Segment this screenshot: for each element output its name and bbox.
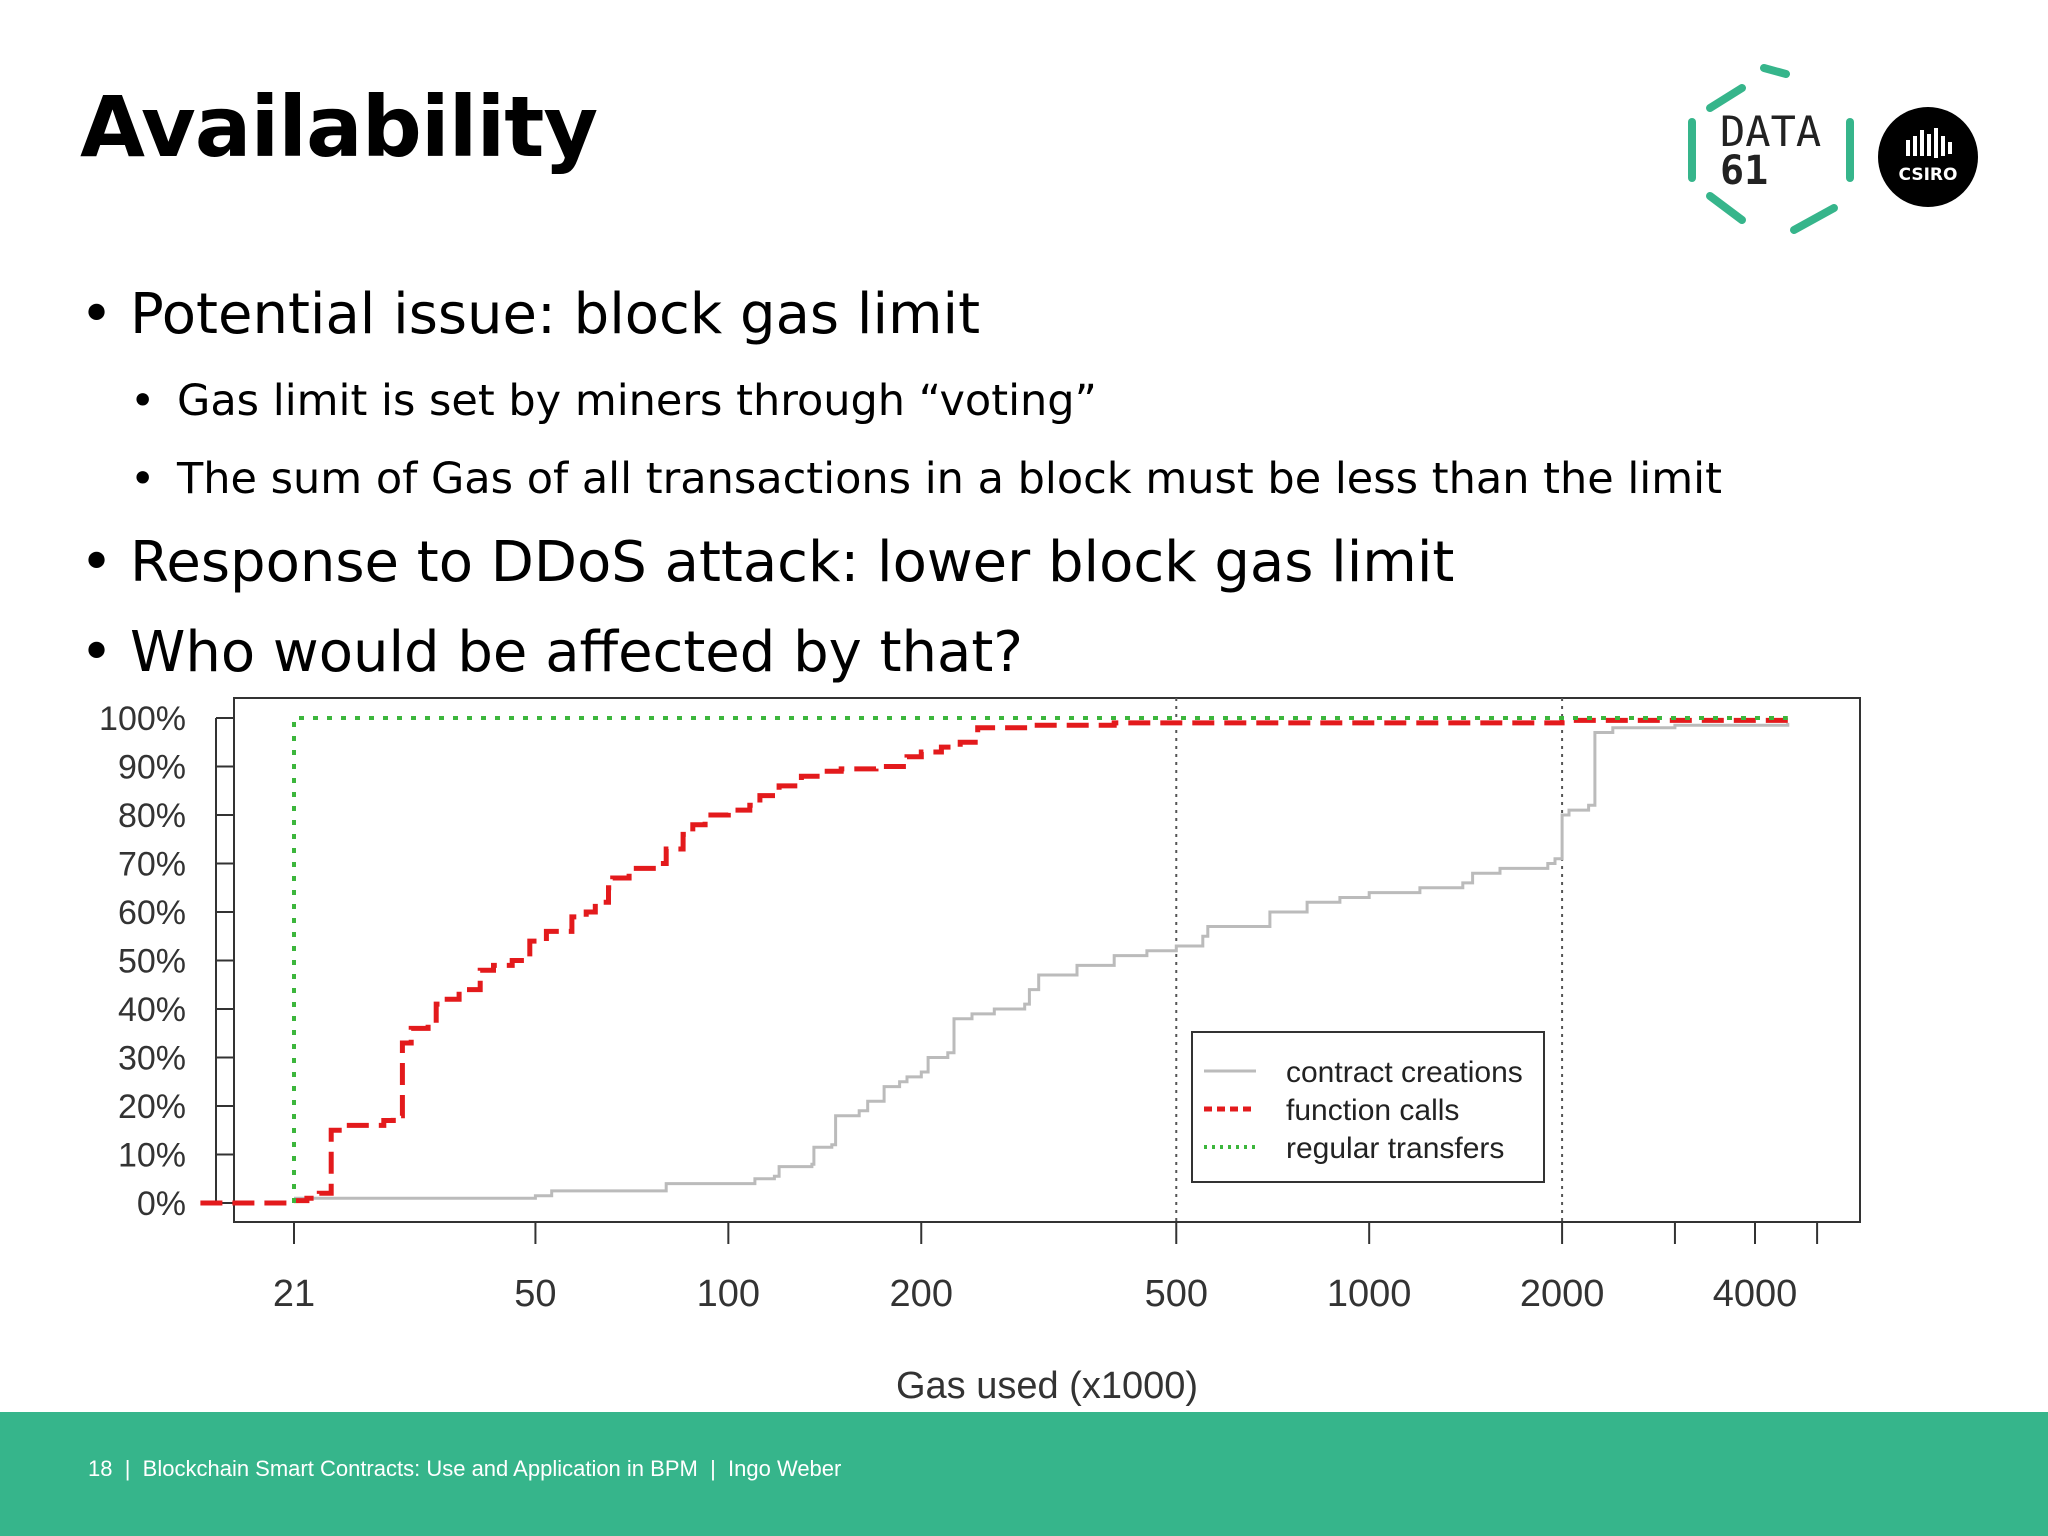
footer-bar: 18 | Blockchain Smart Contracts: Use and… [0,1412,2048,1536]
bullet-glyph: • [130,454,156,504]
x-axis: 21 50 100 200 500 1000 2000 4000 [273,1221,1819,1315]
bullet-glyph: • [80,530,114,595]
legend-label: function calls [1286,1094,1459,1127]
footer-separator: | [710,1456,716,1481]
bullet-text: Response to DDoS attack: lower block gas… [130,530,1455,595]
csiro-logo: CSIRO [1878,107,1978,207]
footer-author: Ingo Weber [728,1456,842,1481]
y-tick-label: 90% [118,749,186,787]
y-tick-label: 60% [118,894,186,932]
bullet-glyph: • [130,376,156,426]
y-tick-label: 100% [99,700,186,738]
x-tick-label: 21 [273,1273,315,1315]
y-tick-label: 80% [118,797,186,835]
data61-logo-line2: 61 [1720,148,1768,194]
bullet-text: Gas limit is set by miners through “voti… [177,376,1097,426]
x-tick-label: 1000 [1327,1273,1412,1315]
legend-label: contract creations [1286,1056,1523,1089]
plot-frame [233,697,1861,1223]
series-line-contract-creations [294,722,1790,1200]
data61-logo: DATA 61 [1688,64,1854,234]
x-tick-label: 500 [1145,1273,1208,1315]
series-line-function-calls [200,717,1791,1206]
footer-title: Blockchain Smart Contracts: Use and Appl… [142,1456,698,1481]
footer-page-number: 18 [88,1456,113,1481]
x-axis-label: Gas used (x1000) [896,1365,1198,1407]
y-tick-label: 0% [137,1185,186,1223]
chart-legend: contract creations function calls regular … [1191,1031,1545,1183]
x-tick-label: 100 [697,1273,760,1315]
bullet-glyph: • [80,282,114,347]
slide-title: Availability [80,78,598,176]
footer-text: 18 | Blockchain Smart Contracts: Use and… [88,1456,841,1482]
data61-logo-line1: DATA [1720,107,1821,156]
y-tick-label: 70% [118,846,186,884]
y-tick-label: 40% [118,991,186,1029]
bullet-text: Potential issue: block gas limit [130,282,981,347]
series-layer [200,716,1791,1206]
y-tick-label: 50% [118,943,186,981]
y-axis: 0% 10% 20% 30% 40% 50% 60% 70% 80% 90% 100% [99,700,234,1223]
bullet-glyph: • [80,620,114,685]
bullet-text: Who would be affected by that? [130,620,1024,685]
csiro-logo-text: CSIRO [1899,165,1958,185]
y-tick-label: 10% [118,1137,186,1175]
x-tick-label: 200 [890,1273,953,1315]
bullet-text: The sum of Gas of all transactions in a … [177,454,1722,504]
x-tick-label: 2000 [1520,1273,1605,1315]
y-tick-label: 30% [118,1040,186,1078]
x-tick-label: 4000 [1713,1273,1798,1315]
legend-label: regular transfers [1286,1132,1504,1165]
footer-separator: | [124,1456,131,1481]
gas-usage-cdf-chart: 0% 10% 20% 30% 40% 50% 60% 70% 80% 90% 100% 21 50 10… [99,697,1861,1407]
x-tick-label: 50 [514,1273,556,1315]
y-tick-label: 20% [118,1088,186,1126]
